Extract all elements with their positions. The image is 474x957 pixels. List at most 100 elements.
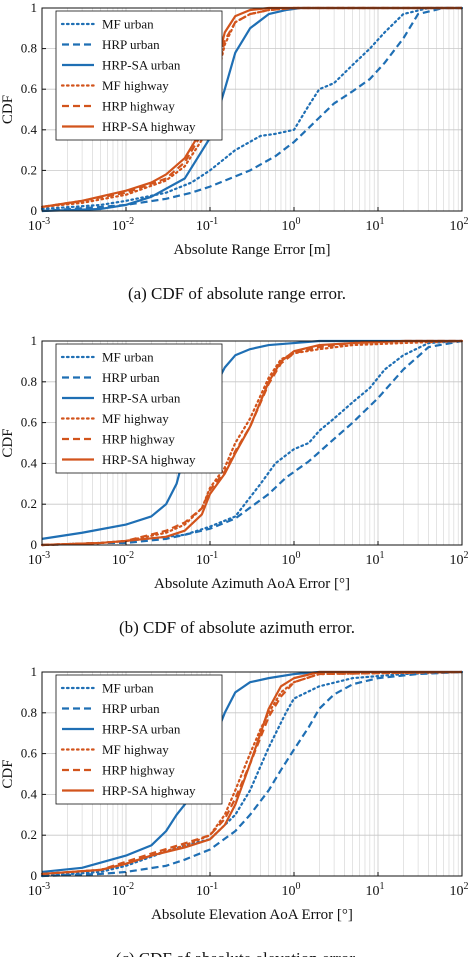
y-tick-label: 1 xyxy=(31,333,38,348)
legend: MF urban HRP urban HRP-SA urban MF highway H… xyxy=(55,674,223,805)
x-tick-label: 100 xyxy=(282,550,301,568)
x-tick-exponent: 0 xyxy=(296,216,301,227)
series-line-hrp-highway xyxy=(41,670,463,876)
legend-entry: MF urban xyxy=(102,17,154,32)
legend-entry: HRP highway xyxy=(102,763,175,778)
y-tick-label: 0.8 xyxy=(21,705,37,720)
x-tick-label: 10-1 xyxy=(196,881,218,899)
y-tick-label: 0.6 xyxy=(21,746,38,761)
y-tick-label: 0.6 xyxy=(21,81,38,96)
legend-box xyxy=(55,10,223,141)
legend-entry: HRP-SA urban xyxy=(102,391,181,406)
x-axis-label: Absolute Elevation AoA Error [°] xyxy=(151,907,353,923)
series-line-hrp-urban xyxy=(41,339,463,547)
x-tick-label: 100 xyxy=(282,216,301,234)
x-tick-label: 101 xyxy=(366,550,385,568)
legend-entry: HRP-SA highway xyxy=(102,119,196,134)
x-tick-base: 10 xyxy=(366,553,380,568)
series-line-hrp-urban xyxy=(41,670,463,878)
x-tick-exponent: -2 xyxy=(126,216,134,227)
chart-panel-2: 10-3 10-2 10-1 100 101 10200.20.40.60.81Absol… xyxy=(0,333,469,637)
x-tick-label: 102 xyxy=(450,216,469,234)
figure-caption: (b) CDF of absolute azimuth error. xyxy=(119,618,355,637)
x-axis-label: Absolute Azimuth AoA Error [°] xyxy=(154,576,350,592)
series-line-hrp-urban xyxy=(41,6,462,213)
y-tick-label: 0.8 xyxy=(21,374,37,389)
x-tick-exponent: 1 xyxy=(380,881,385,892)
x-tick-label: 10-2 xyxy=(112,881,134,899)
x-tick-label: 10-1 xyxy=(196,216,218,234)
plot-frame xyxy=(41,7,463,212)
legend: MF urban HRP urban HRP-SA urban MF highway H… xyxy=(55,343,223,474)
legend-entry: MF highway xyxy=(102,411,169,426)
x-tick-base: 10 xyxy=(282,884,296,899)
y-axis-label: CDF xyxy=(0,95,16,124)
legend: MF urban HRP urban HRP-SA urban MF highway H… xyxy=(55,10,223,141)
y-tick-label: 0.4 xyxy=(21,786,38,801)
legend-entry: HRP highway xyxy=(102,432,175,447)
x-axis-label: Absolute Range Error [m] xyxy=(173,242,330,258)
series-line-hrp-highway xyxy=(41,6,462,209)
chart-panel-1: 10-3 10-2 10-1 100 101 10200.20.40.60.81Absol… xyxy=(0,0,469,303)
x-tick-exponent: -1 xyxy=(210,881,218,892)
x-tick-base: 10 xyxy=(282,219,296,234)
legend-entry: HRP-SA highway xyxy=(102,452,196,467)
series-line-hrp-sa-highway xyxy=(41,339,462,547)
y-tick-label: 0.2 xyxy=(21,496,37,511)
x-tick-label: 10-3 xyxy=(28,216,50,234)
y-tick-label: 0.4 xyxy=(21,122,38,137)
x-tick-base: 10 xyxy=(112,884,126,899)
legend-entry: HRP highway xyxy=(102,99,175,114)
x-tick-label: 10-3 xyxy=(28,881,50,899)
x-tick-exponent: -3 xyxy=(42,881,50,892)
x-tick-base: 10 xyxy=(196,219,210,234)
x-tick-label: 100 xyxy=(282,881,301,899)
x-tick-base: 10 xyxy=(196,553,210,568)
x-tick-label: 10-1 xyxy=(196,550,218,568)
x-tick-exponent: -1 xyxy=(210,550,218,561)
x-tick-exponent: -1 xyxy=(210,216,218,227)
x-tick-label: 102 xyxy=(450,550,469,568)
legend-entry: HRP urban xyxy=(102,370,160,385)
x-tick-exponent: 0 xyxy=(296,550,301,561)
y-tick-label: 0.6 xyxy=(21,415,38,430)
legend-entry: HRP-SA urban xyxy=(102,58,181,73)
legend-entry: MF highway xyxy=(102,78,169,93)
x-tick-exponent: 1 xyxy=(380,216,385,227)
series-line-mf-urban xyxy=(40,6,464,211)
figure-caption: (a) CDF of absolute range error. xyxy=(128,284,346,303)
x-tick-exponent: -2 xyxy=(126,881,134,892)
y-tick-label: 0 xyxy=(31,203,38,218)
legend-entry: HRP urban xyxy=(102,37,160,52)
x-tick-label: 101 xyxy=(366,881,385,899)
legend-entry: MF highway xyxy=(102,742,169,757)
legend-box xyxy=(55,674,223,805)
x-tick-base: 10 xyxy=(112,553,126,568)
y-tick-label: 0 xyxy=(31,868,38,883)
x-tick-label: 102 xyxy=(450,881,469,899)
x-tick-exponent: 1 xyxy=(380,550,385,561)
series-line-mf-urban xyxy=(40,670,464,878)
y-tick-label: 0.2 xyxy=(21,162,37,177)
x-tick-label: 10-3 xyxy=(28,550,50,568)
x-tick-exponent: 2 xyxy=(464,550,469,561)
figure-caption: (c) CDF of absolute elevation error. xyxy=(116,949,359,957)
x-tick-label: 101 xyxy=(366,216,385,234)
chart-panel-3: 10-3 10-2 10-1 100 101 10200.20.40.60.81Absol… xyxy=(0,664,469,957)
plot-frame xyxy=(41,671,463,877)
legend-entry: HRP urban xyxy=(102,701,160,716)
y-tick-label: 1 xyxy=(31,0,38,15)
x-tick-label: 10-2 xyxy=(112,550,134,568)
plot-frame xyxy=(41,340,463,546)
legend-entry: HRP-SA highway xyxy=(102,783,196,798)
x-tick-exponent: 0 xyxy=(296,881,301,892)
y-tick-label: 0.2 xyxy=(21,827,37,842)
x-tick-exponent: -3 xyxy=(42,216,50,227)
legend-entry: MF urban xyxy=(102,350,154,365)
legend-box xyxy=(55,343,223,474)
x-tick-base: 10 xyxy=(28,219,42,234)
x-tick-base: 10 xyxy=(28,553,42,568)
x-tick-exponent: -2 xyxy=(126,550,134,561)
x-tick-base: 10 xyxy=(366,884,380,899)
